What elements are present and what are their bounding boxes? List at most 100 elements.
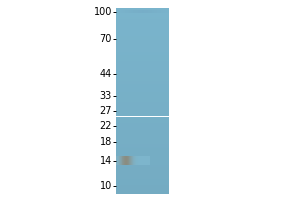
Bar — [116, 14, 169, 15]
Bar — [148, 10, 149, 13]
Bar — [167, 10, 168, 13]
Bar — [116, 29, 169, 30]
Bar — [143, 156, 144, 165]
Bar — [116, 166, 169, 167]
Bar — [116, 81, 169, 82]
Text: 14: 14 — [100, 156, 112, 166]
Bar — [116, 185, 169, 186]
Bar — [116, 46, 169, 47]
Bar — [116, 59, 169, 60]
Bar — [116, 116, 169, 117]
Bar — [116, 103, 169, 104]
Bar — [133, 156, 134, 165]
Bar — [137, 10, 138, 13]
Bar — [116, 65, 169, 66]
Bar — [116, 53, 169, 54]
Bar — [116, 40, 169, 41]
Bar — [116, 178, 169, 179]
Bar — [166, 10, 167, 13]
Bar — [116, 104, 169, 105]
Bar — [116, 143, 169, 144]
Bar — [116, 157, 169, 158]
Bar — [149, 10, 150, 13]
Bar — [144, 156, 145, 165]
Bar — [165, 10, 166, 13]
Bar — [163, 10, 164, 13]
Bar — [124, 156, 125, 165]
Bar — [128, 156, 129, 165]
Text: 22: 22 — [99, 121, 112, 131]
Bar — [116, 182, 169, 183]
Bar — [116, 82, 169, 83]
Bar — [116, 18, 169, 19]
Bar — [116, 156, 169, 157]
Bar — [116, 80, 169, 81]
Bar — [116, 122, 169, 123]
Bar — [116, 62, 169, 63]
Bar — [120, 10, 121, 13]
Bar — [152, 10, 153, 13]
Bar — [116, 95, 169, 96]
Bar — [116, 35, 169, 36]
Bar — [151, 10, 152, 13]
Bar — [116, 144, 169, 145]
Bar — [119, 156, 120, 165]
Bar — [116, 61, 169, 62]
Bar — [116, 107, 169, 108]
Bar — [116, 111, 169, 112]
Bar — [116, 98, 169, 99]
Bar — [116, 140, 169, 141]
Bar — [116, 19, 169, 20]
Bar — [141, 10, 142, 13]
Bar — [116, 54, 169, 55]
Bar — [125, 10, 126, 13]
Text: 70: 70 — [100, 34, 112, 44]
Bar — [116, 134, 169, 135]
Bar — [116, 64, 169, 65]
Bar — [116, 11, 169, 12]
Bar — [116, 88, 169, 89]
Bar — [116, 27, 169, 28]
Bar — [120, 156, 121, 165]
Bar — [116, 130, 169, 131]
Bar — [162, 10, 163, 13]
Bar — [116, 169, 169, 170]
Bar — [116, 175, 169, 176]
Bar — [116, 192, 169, 193]
Bar — [116, 10, 117, 13]
Bar — [132, 10, 133, 13]
Bar — [116, 118, 169, 119]
Bar — [116, 145, 169, 146]
Bar — [116, 70, 169, 71]
Bar — [116, 163, 169, 164]
Bar — [116, 181, 169, 182]
Bar — [116, 125, 169, 126]
Bar — [134, 10, 135, 13]
Bar — [116, 154, 169, 155]
Bar — [123, 10, 124, 13]
Bar — [116, 173, 169, 174]
Bar — [123, 156, 124, 165]
Bar — [156, 10, 157, 13]
Bar — [157, 10, 158, 13]
Bar — [116, 75, 169, 76]
Bar — [127, 10, 128, 13]
Bar — [116, 141, 169, 142]
Bar — [138, 156, 139, 165]
Bar — [116, 160, 169, 161]
Bar — [116, 48, 169, 49]
Bar — [116, 115, 169, 116]
Bar — [116, 177, 169, 178]
Bar — [116, 69, 169, 70]
Bar — [127, 156, 128, 165]
Bar — [116, 171, 169, 172]
Bar — [116, 86, 169, 87]
Bar — [116, 45, 169, 46]
Bar — [116, 135, 169, 136]
Bar — [116, 147, 169, 148]
Bar — [159, 10, 160, 13]
Bar — [116, 67, 169, 68]
Bar — [116, 89, 169, 90]
Bar — [116, 99, 169, 100]
Bar — [135, 156, 136, 165]
